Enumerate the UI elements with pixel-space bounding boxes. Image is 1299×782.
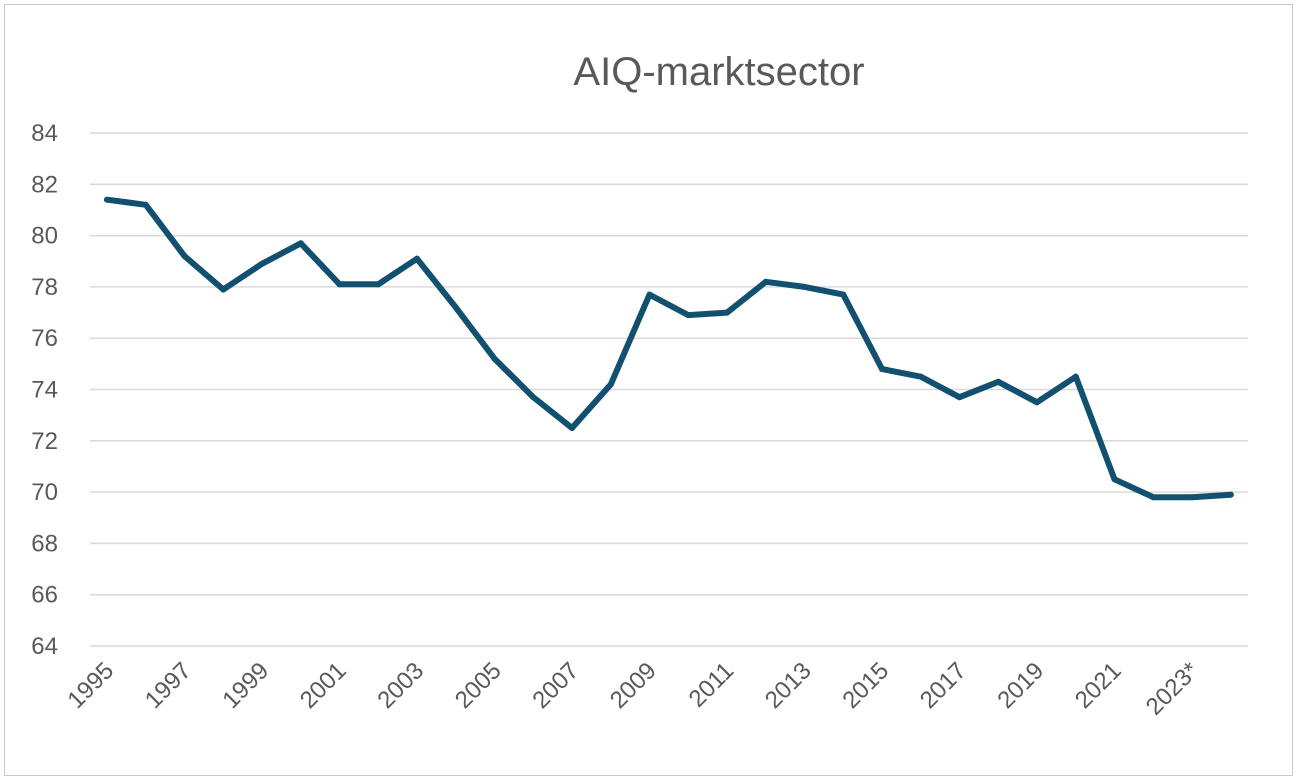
x-axis-tick-labels: 1995 1997 1999 2001 2003 2005 2007 2009 2011 2013… [62, 657, 1204, 720]
x-tick-label: 2005 [450, 657, 507, 714]
x-tick-label: 2017 [915, 657, 972, 714]
data-point [375, 281, 382, 288]
data-point [1072, 373, 1079, 380]
y-tick-label: 84 [31, 120, 58, 147]
x-tick-label: 2003 [372, 657, 429, 714]
y-tick-label: 64 [31, 633, 58, 660]
y-tick-label: 66 [31, 582, 58, 609]
data-point [801, 283, 808, 290]
data-point [104, 196, 110, 203]
data-point [879, 365, 885, 372]
data-point [569, 424, 575, 431]
x-tick-label: 1999 [217, 657, 274, 714]
data-point [336, 281, 343, 288]
x-tick-label: 2001 [295, 657, 352, 714]
x-tick-label: 1997 [140, 657, 197, 714]
data-point [1034, 399, 1040, 406]
data-point [956, 394, 963, 401]
series-line [104, 196, 1234, 501]
data-point [685, 312, 692, 319]
data-point [762, 278, 769, 285]
x-tick-label: 2007 [527, 657, 584, 714]
data-point [530, 394, 537, 401]
y-tick-label: 68 [31, 530, 58, 557]
data-point [1227, 491, 1234, 498]
data-point [607, 381, 614, 388]
x-tick-label: 2023* [1141, 657, 1204, 720]
data-point [1111, 476, 1118, 483]
data-point [917, 373, 924, 380]
x-tick-label: 2019 [992, 657, 1049, 714]
y-tick-label: 78 [31, 274, 58, 301]
y-axis-tick-labels: 64 66 68 70 72 74 76 78 80 82 84 [31, 120, 58, 660]
gridlines [90, 132, 1248, 647]
y-tick-label: 72 [31, 428, 58, 455]
data-point [1189, 494, 1195, 501]
series-layer [104, 196, 1234, 501]
data-point [1150, 494, 1157, 501]
y-tick-label: 80 [31, 223, 58, 250]
data-point [491, 355, 498, 362]
y-tick-label: 74 [31, 377, 58, 404]
data-point [414, 255, 420, 262]
data-point [181, 253, 188, 260]
data-point [142, 201, 149, 208]
x-tick-label: 1995 [62, 657, 119, 714]
data-point [724, 309, 730, 316]
data-point [646, 291, 653, 298]
x-tick-label: 2011 [684, 657, 740, 713]
x-tick-label: 2013 [760, 657, 817, 714]
x-tick-label: 2021 [1070, 657, 1127, 714]
data-point [220, 286, 227, 293]
x-tick-label: 2009 [605, 657, 662, 714]
chart-title: AIQ-marktsector [573, 50, 864, 94]
x-tick-label: 2015 [837, 657, 894, 714]
data-point [297, 240, 304, 247]
y-tick-label: 76 [31, 325, 58, 352]
data-point [995, 378, 1002, 385]
data-point [259, 260, 265, 267]
y-tick-label: 82 [31, 171, 58, 198]
y-tick-label: 70 [31, 479, 58, 506]
data-point [840, 291, 847, 298]
data-point [452, 304, 459, 311]
